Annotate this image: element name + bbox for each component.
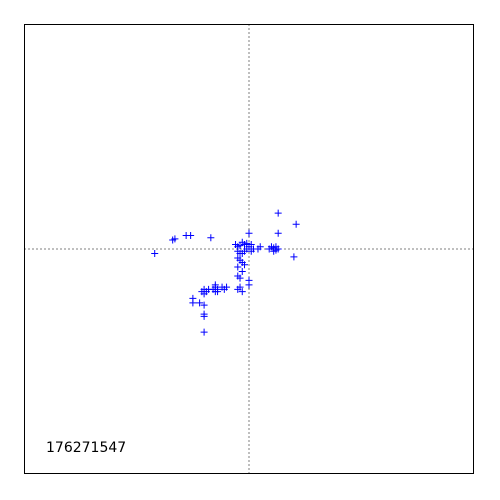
data-point [245,281,253,289]
data-point [272,243,280,251]
data-point [200,312,208,320]
data-point [187,232,195,240]
data-point [245,229,253,237]
data-point [211,281,219,289]
data-point [241,261,249,269]
data-point [236,274,244,282]
data-point [200,328,208,336]
data-point [274,229,282,237]
data-point [238,288,246,296]
data-point [234,263,242,271]
data-point [238,267,246,275]
data-points [151,209,300,336]
data-point [270,247,278,255]
data-point [214,288,222,296]
data-point [200,290,208,298]
data-point [243,245,251,253]
data-point [247,241,255,249]
data-point [207,234,215,242]
data-point [151,249,159,257]
data-point [234,285,242,293]
data-point [200,301,208,309]
data-point [274,209,282,217]
data-point [290,253,298,261]
data-point [254,245,262,253]
chart-annotation: 176271547 [46,440,126,456]
data-point [292,220,300,228]
data-point [218,283,226,291]
data-point [171,235,179,243]
data-point [196,299,204,307]
data-point [189,299,197,307]
